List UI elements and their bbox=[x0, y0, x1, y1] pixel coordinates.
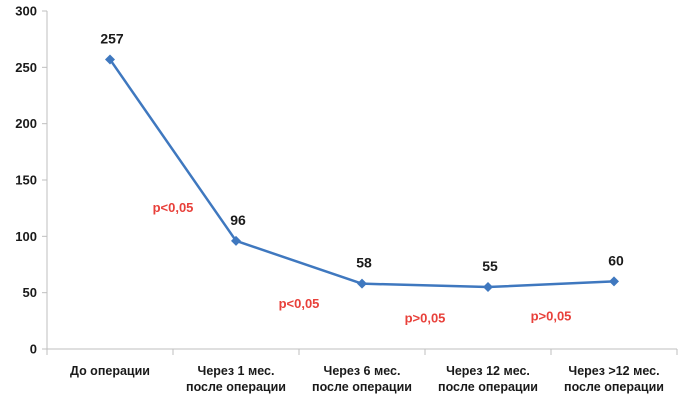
y-tick-label: 100 bbox=[15, 229, 37, 244]
x-category-label: Через 1 мес. bbox=[198, 364, 275, 378]
y-tick-label: 150 bbox=[15, 173, 37, 188]
y-tick-label: 250 bbox=[15, 60, 37, 75]
data-label: 96 bbox=[230, 212, 246, 228]
significance-annotation: p>0,05 bbox=[531, 308, 572, 323]
y-axis-ticks: 0 50 100 150 200 250 300 bbox=[15, 4, 47, 357]
chart-axes bbox=[46, 11, 677, 350]
x-category-label: Через >12 мес. bbox=[568, 364, 659, 378]
x-category-label: после операции bbox=[438, 380, 538, 394]
x-category-label: Через 6 мес. bbox=[324, 364, 401, 378]
data-labels: 257 96 58 55 60 bbox=[100, 30, 624, 274]
data-point-marker bbox=[231, 235, 241, 246]
x-category-label: после операции bbox=[186, 380, 286, 394]
data-point-marker bbox=[105, 54, 115, 65]
y-tick-label: 200 bbox=[15, 116, 37, 131]
x-category-label: после операции bbox=[312, 380, 412, 394]
x-category-label: Через 12 мес. bbox=[446, 364, 530, 378]
data-point-marker bbox=[483, 282, 493, 293]
data-label: 60 bbox=[608, 252, 624, 268]
annotations: p<0,05 p<0,05 p>0,05 p>0,05 bbox=[153, 200, 572, 325]
significance-annotation: p>0,05 bbox=[405, 311, 446, 326]
y-tick-label: 300 bbox=[15, 4, 37, 19]
x-category-label: после операции bbox=[564, 380, 664, 394]
data-label: 58 bbox=[356, 255, 372, 271]
y-tick-label: 0 bbox=[30, 342, 37, 357]
data-label: 257 bbox=[100, 30, 124, 46]
series-line bbox=[108, 58, 615, 289]
x-axis-categories: До операции Через 1 мес. после операции Чер… bbox=[46, 349, 678, 394]
data-point-marker bbox=[609, 276, 619, 287]
significance-annotation: p<0,05 bbox=[279, 296, 320, 311]
data-label: 55 bbox=[482, 258, 498, 274]
series-line-group bbox=[105, 54, 619, 293]
x-category-label: До операции bbox=[70, 364, 150, 378]
y-tick-label: 50 bbox=[23, 285, 37, 300]
data-point-marker bbox=[357, 278, 367, 289]
significance-annotation: p<0,05 bbox=[153, 200, 194, 215]
